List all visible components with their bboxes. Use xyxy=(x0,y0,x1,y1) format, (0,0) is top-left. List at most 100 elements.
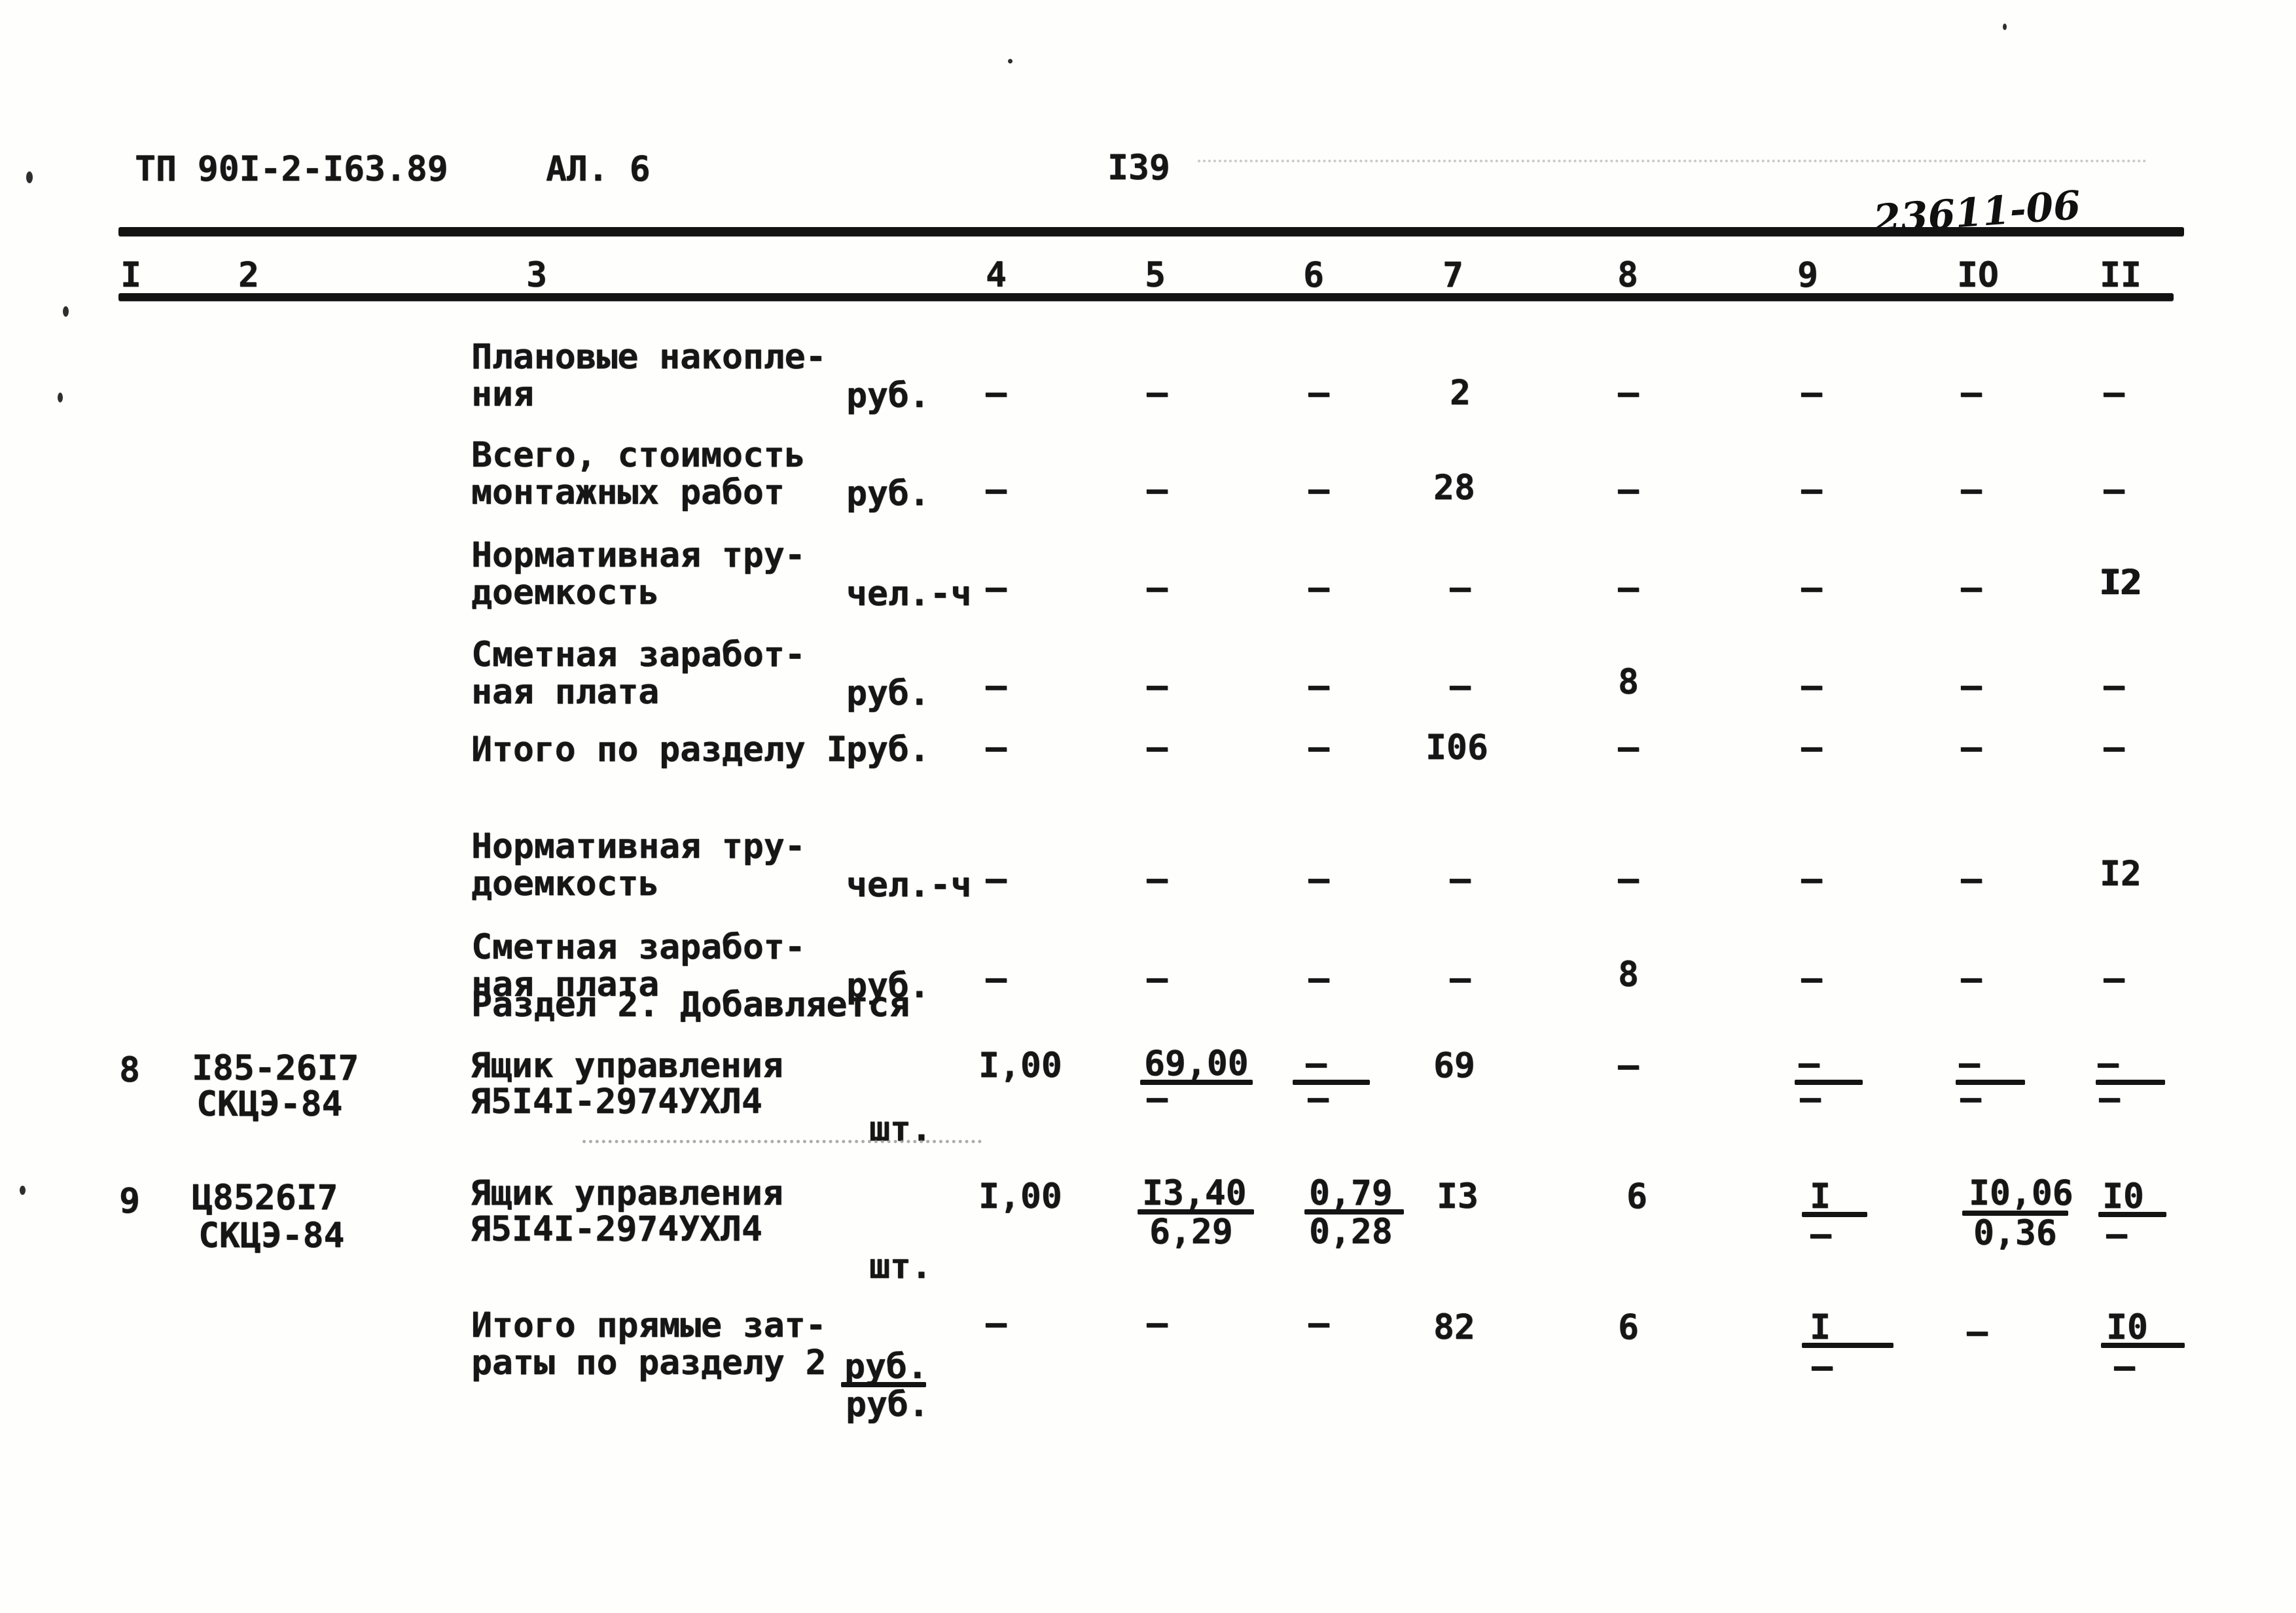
unit-cell: шт. xyxy=(869,1247,932,1286)
fraction-top-col6: 0,79 xyxy=(1309,1173,1393,1213)
row-label-line2: ния xyxy=(471,374,534,414)
column-number-5: 5 xyxy=(1145,255,1166,295)
fraction-top-col11: I0 xyxy=(2106,1307,2148,1347)
row-label-line2: доемкость xyxy=(471,573,660,612)
item-code-line2: СКЦЭ-84 xyxy=(198,1216,345,1256)
value-col5: – xyxy=(1147,470,1168,510)
value-col6: – xyxy=(1308,959,1329,999)
value-col6: – xyxy=(1308,373,1329,413)
item-code-line1: I85-26I7 xyxy=(192,1048,359,1088)
column-number-8: 8 xyxy=(1617,255,1638,295)
row-label-line2: ная плата xyxy=(471,672,660,712)
value-col8: – xyxy=(1618,373,1639,413)
row-label-line1: Нормативная тру- xyxy=(471,826,806,866)
unit-cell: руб. xyxy=(846,376,930,416)
fraction-bottom-col9: – xyxy=(1800,1078,1821,1118)
fraction-top-col9: I xyxy=(1810,1177,1831,1216)
value-col10: – xyxy=(1967,1312,1988,1352)
value-col6: – xyxy=(1308,568,1329,608)
item-name-line1: Ящик управления xyxy=(470,1046,783,1086)
fraction-top-col5: I3,40 xyxy=(1142,1173,1247,1213)
value-col8: 8 xyxy=(1618,955,1639,995)
value-col9: – xyxy=(1801,859,1822,899)
value-col5: – xyxy=(1147,728,1168,768)
value-col4: – xyxy=(986,959,1007,999)
value-col5: – xyxy=(1147,373,1168,413)
scan-speck xyxy=(20,1186,26,1195)
value-col11: – xyxy=(2104,470,2125,510)
scan-speck xyxy=(26,171,33,183)
row-label-line2: доемкость xyxy=(471,864,660,904)
row-label-line1: Нормативная тру- xyxy=(471,535,806,575)
unit-fraction-bottom: руб. xyxy=(846,1385,929,1425)
value-col4: I,00 xyxy=(978,1177,1062,1216)
row-label-line1: Сметная заработ- xyxy=(471,635,806,675)
value-col7: – xyxy=(1450,568,1471,608)
fraction-top-col6: – xyxy=(1306,1044,1327,1084)
value-col7: – xyxy=(1450,666,1471,706)
column-number-4: 4 xyxy=(986,255,1007,295)
page-number: I39 xyxy=(1107,148,1170,188)
fraction-top-col10: – xyxy=(1959,1044,1980,1084)
value-col10: – xyxy=(1961,470,1982,510)
value-col5: – xyxy=(1147,1303,1168,1343)
fraction-top-col5: 69,00 xyxy=(1144,1044,1249,1084)
value-col7: I3 xyxy=(1437,1177,1479,1216)
fraction-top-col11: – xyxy=(2098,1044,2119,1084)
row-label-line2: ная плата xyxy=(471,965,660,1004)
fraction-bottom-col5: – xyxy=(1147,1078,1168,1118)
row-label-line1: Сметная заработ- xyxy=(471,927,806,967)
scan-speck xyxy=(2003,24,2007,30)
fraction-top-col9: – xyxy=(1799,1044,1820,1084)
row-label-line1: Итого по разделу I xyxy=(471,730,848,770)
value-col4: – xyxy=(986,666,1007,706)
unit-cell: руб. xyxy=(846,474,930,514)
unit-cell: шт. xyxy=(869,1109,932,1149)
column-number-3: 3 xyxy=(526,255,547,295)
row-label-line1: Плановые накопле- xyxy=(471,337,827,377)
value-col7: 2 xyxy=(1450,373,1471,413)
value-col6: – xyxy=(1308,470,1329,510)
column-number-6: 6 xyxy=(1303,255,1324,295)
scan-artifact xyxy=(583,1140,982,1143)
value-col8: – xyxy=(1618,728,1639,768)
fraction-bar xyxy=(2096,1080,2165,1085)
item-number: 8 xyxy=(119,1050,140,1090)
value-col6: – xyxy=(1308,666,1329,706)
value-col9: – xyxy=(1801,728,1822,768)
column-number-1: I xyxy=(120,255,141,295)
value-col11: – xyxy=(2104,959,2125,999)
value-col4: – xyxy=(986,568,1007,608)
value-col8: – xyxy=(1618,859,1639,899)
column-number-2: 2 xyxy=(238,255,259,295)
scan-speck xyxy=(63,306,69,317)
value-col4: – xyxy=(986,728,1007,768)
value-col8: 6 xyxy=(1626,1177,1647,1216)
fraction-bar xyxy=(2098,1212,2166,1217)
column-number-11: II xyxy=(2100,255,2142,295)
fraction-bar xyxy=(1802,1343,1893,1348)
fraction-bottom-col11: – xyxy=(2106,1214,2127,1254)
value-col7: 69 xyxy=(1433,1046,1475,1086)
value-col5: – xyxy=(1147,568,1168,608)
value-col6: – xyxy=(1308,859,1329,899)
fraction-bar xyxy=(1293,1080,1370,1085)
item-name-line1: Ящик управления xyxy=(470,1173,783,1213)
value-col4: – xyxy=(986,373,1007,413)
value-col8: 6 xyxy=(1618,1307,1639,1347)
value-col11: I2 xyxy=(2100,563,2142,603)
fraction-bar xyxy=(1962,1211,2068,1216)
unit-cell: чел.-ч xyxy=(846,865,972,905)
value-col7: – xyxy=(1450,859,1471,899)
fraction-bottom-col10: – xyxy=(1960,1078,1981,1118)
value-col5: – xyxy=(1147,666,1168,706)
row-label-line1: Итого прямые зат- xyxy=(471,1305,827,1345)
table-rule-top xyxy=(118,227,2184,236)
value-col7: I06 xyxy=(1426,728,1488,768)
unit-cell: руб. xyxy=(846,730,930,770)
value-col6: – xyxy=(1308,1303,1329,1343)
value-col6: – xyxy=(1308,728,1329,768)
column-number-7: 7 xyxy=(1443,255,1463,295)
value-col7: 28 xyxy=(1433,468,1475,508)
value-col9: – xyxy=(1801,568,1822,608)
